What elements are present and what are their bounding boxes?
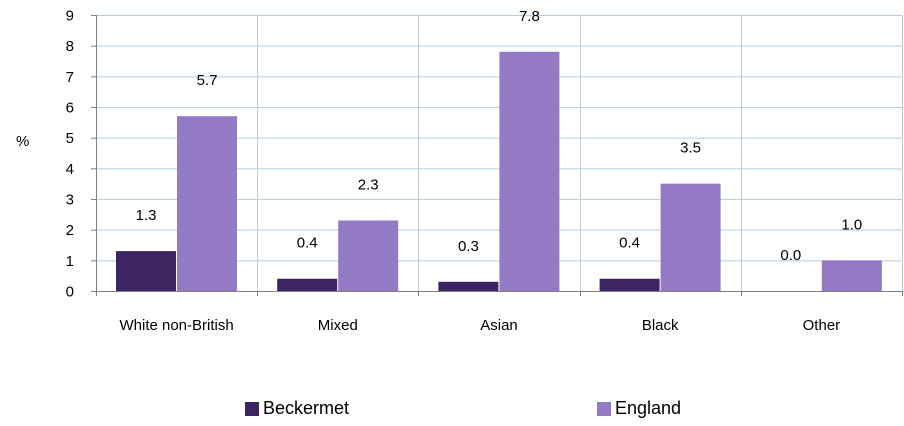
bar-england — [338, 220, 399, 291]
bar-england — [177, 116, 237, 291]
data-label-england: 3.5 — [680, 140, 701, 157]
bar-england — [660, 183, 721, 291]
bar-england — [499, 51, 560, 291]
y-tick-label: 9 — [66, 8, 74, 25]
y-tick-label: 2 — [66, 222, 74, 239]
bar-beckermet — [277, 278, 338, 291]
legend: Beckermet England — [0, 398, 904, 422]
x-tick-label: Black — [642, 317, 679, 334]
x-tick-label: Mixed — [318, 317, 358, 334]
x-tick-label: Other — [803, 317, 841, 334]
data-label-england: 1.0 — [841, 216, 862, 233]
legend-label-england: England — [615, 398, 682, 418]
bar-england — [821, 260, 882, 291]
y-tick-label: 3 — [66, 192, 74, 209]
legend-item-beckermet: Beckermet — [245, 398, 349, 419]
y-tick-label: 5 — [66, 130, 74, 147]
bar-chart-plot: 0 1 2 3 4 5 6 7 8 9 1.3 0.4 0.3 0.4 0.0 5.7 2.3 7.8 3.5 1.0… — [66, 8, 903, 334]
data-label-england: 2.3 — [358, 176, 379, 193]
legend-label-beckermet: Beckermet — [263, 398, 350, 418]
y-tick-label: 0 — [66, 284, 74, 301]
x-tick-label: Asian — [480, 317, 518, 334]
legend-swatch-england — [597, 401, 611, 416]
y-tick-label: 7 — [66, 69, 74, 86]
data-label-beckermet: 1.3 — [136, 207, 157, 224]
data-label-beckermet: 0.4 — [619, 235, 640, 252]
data-label-beckermet: 0.4 — [297, 235, 318, 252]
data-label-england: 5.7 — [197, 72, 218, 89]
bar-beckermet — [116, 251, 176, 291]
legend-item-england: England — [597, 398, 681, 419]
x-tick-label: White non-British — [119, 317, 233, 334]
bar-beckermet — [599, 278, 660, 291]
data-label-beckermet: 0.3 — [458, 238, 479, 255]
legend-swatch-beckermet — [245, 401, 259, 416]
y-tick-label: 6 — [66, 100, 74, 117]
y-tick-label: 8 — [66, 38, 74, 55]
data-label-england: 7.8 — [519, 8, 540, 25]
data-label-beckermet: 0.0 — [780, 247, 801, 264]
y-tick-label: 4 — [66, 161, 74, 178]
y-tick-label: 1 — [66, 253, 74, 270]
bar-beckermet — [438, 281, 499, 291]
y-axis-title: % — [16, 133, 30, 150]
